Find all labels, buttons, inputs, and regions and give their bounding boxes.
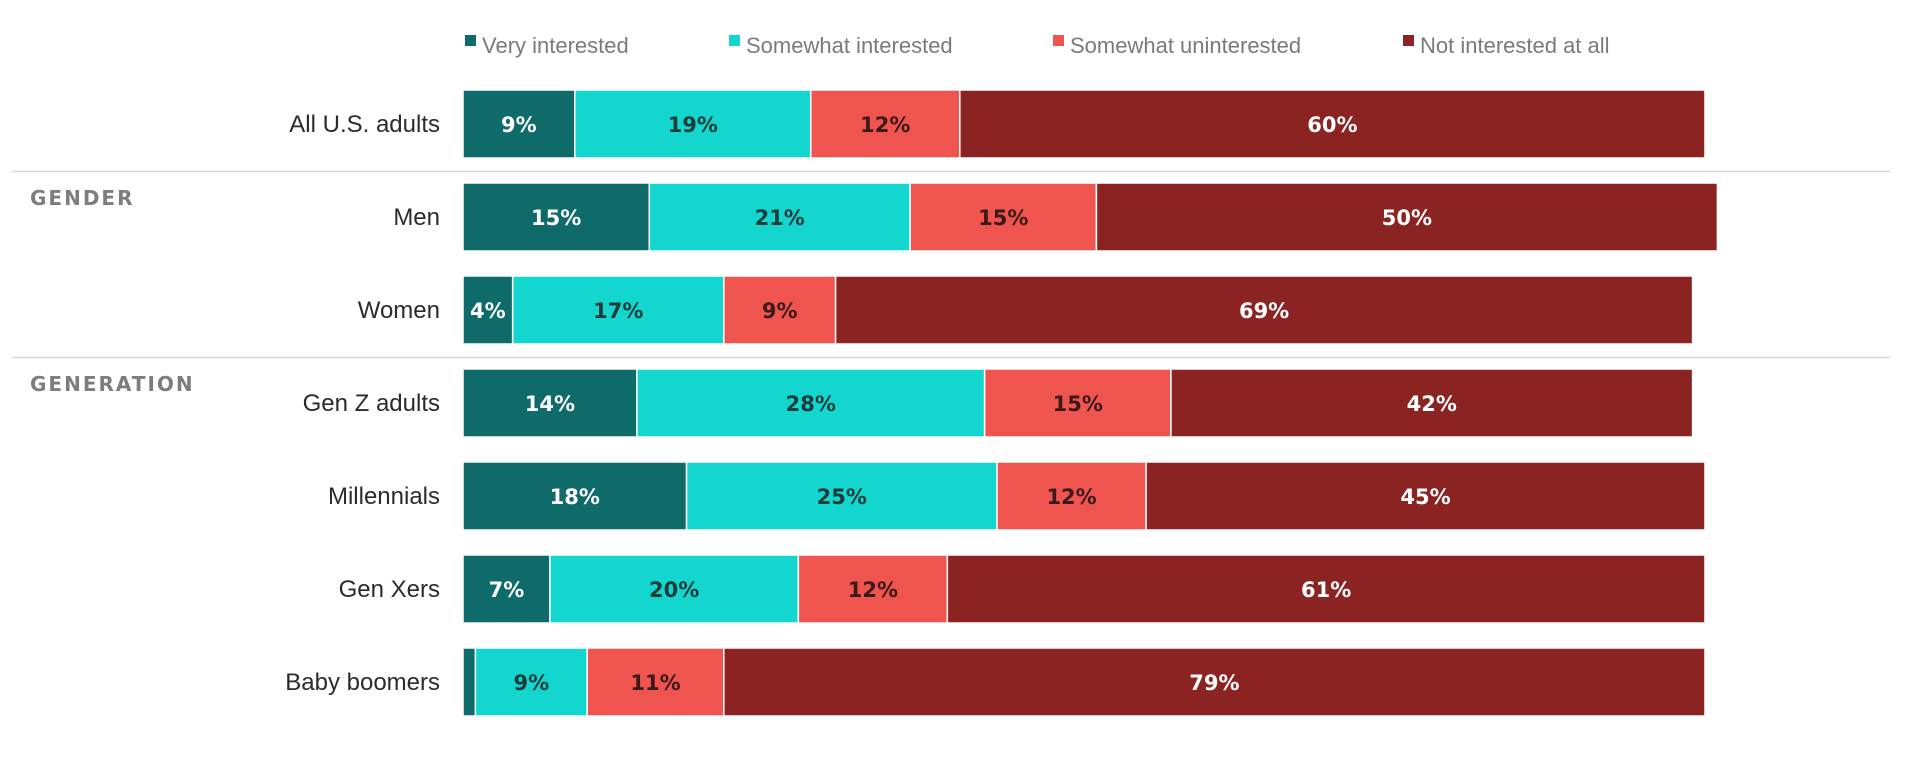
bar-segment (462, 368, 638, 438)
legend-label: Somewhat uninterested (1070, 33, 1301, 58)
row-label: Women (358, 297, 440, 324)
bar-value-label: 61% (1301, 578, 1351, 602)
bar-value-label: 12% (860, 113, 910, 137)
bar-value-label: 9% (513, 671, 549, 695)
bar-segment (648, 182, 911, 252)
bar-segment (723, 275, 837, 345)
bar-segment (983, 368, 1172, 438)
row-label: Gen Z adults (303, 390, 440, 417)
row-label: Men (393, 204, 440, 231)
bar-segment (1170, 368, 1694, 438)
bar-value-label: 20% (649, 578, 699, 602)
bar-segment (723, 647, 1706, 717)
legend-swatch (1403, 35, 1414, 46)
legend-label: Somewhat interested (746, 33, 953, 58)
bar-segment (511, 275, 725, 345)
bar-value-label: 12% (848, 578, 898, 602)
bar-value-label: 19% (668, 113, 718, 137)
bar-segment (810, 89, 961, 159)
bar-segment (1095, 182, 1719, 252)
legend-label: Not interested at all (1420, 33, 1610, 58)
row-label: All U.S. adults (289, 111, 440, 138)
bar-value-label: 18% (550, 485, 600, 509)
legend-swatch (465, 35, 476, 46)
bar-segment (586, 647, 725, 717)
bar-segment (462, 647, 477, 717)
bar-value-label: 9% (501, 113, 537, 137)
bar-segment (462, 554, 551, 624)
bar-value-label: 60% (1307, 113, 1357, 137)
bar-value-label: 14% (525, 392, 575, 416)
bar-segment (636, 368, 986, 438)
bar-value-label: 79% (1189, 671, 1239, 695)
bar-value-label: 15% (531, 206, 581, 230)
bar-segment (1145, 461, 1706, 531)
legend-swatch (729, 35, 740, 46)
bar-value-label: 42% (1407, 392, 1457, 416)
row-label: Millennials (328, 483, 440, 510)
row-label: Baby boomers (285, 669, 440, 696)
bar-value-label: 4% (470, 299, 506, 323)
bar-value-label: 25% (817, 485, 867, 509)
bar-value-label: 28% (786, 392, 836, 416)
bar-value-label: 11% (630, 671, 680, 695)
bar-value-label: 69% (1239, 299, 1289, 323)
bar-value-label: 50% (1382, 206, 1432, 230)
bar-value-label: 17% (593, 299, 643, 323)
bar-value-label: 12% (1046, 485, 1096, 509)
legend-label: Very interested (482, 33, 629, 58)
bar-segment (549, 554, 800, 624)
bar-segment (574, 89, 812, 159)
row-label: Gen Xers (339, 576, 440, 603)
bar-value-label: 45% (1400, 485, 1450, 509)
bar-segment (797, 554, 949, 624)
bar-value-label: 7% (489, 578, 525, 602)
bar-value-label: 15% (978, 206, 1028, 230)
legend-swatch (1053, 35, 1064, 46)
bar-value-label: 9% (762, 299, 798, 323)
group-label: GENDER (30, 186, 134, 210)
bar-segment (462, 275, 514, 345)
group-label: GENERATION (30, 372, 195, 396)
bar-segment (462, 461, 688, 531)
bar-segment (462, 89, 576, 159)
bar-segment (946, 554, 1706, 624)
bar-segment (834, 275, 1694, 345)
bar-value-label: 21% (755, 206, 805, 230)
bar-segment (685, 461, 998, 531)
bar-value-label: 15% (1053, 392, 1103, 416)
bar-segment (959, 89, 1706, 159)
